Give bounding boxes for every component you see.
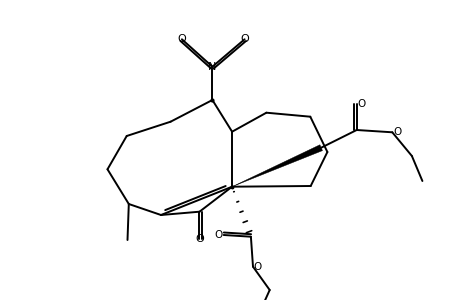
Text: O: O <box>195 234 203 244</box>
Text: O: O <box>253 262 262 272</box>
Polygon shape <box>232 145 322 187</box>
Text: O: O <box>240 34 248 44</box>
Text: O: O <box>214 230 222 240</box>
Text: N: N <box>208 62 216 72</box>
Text: O: O <box>357 99 365 109</box>
Text: O: O <box>177 34 186 44</box>
Text: O: O <box>392 127 401 137</box>
